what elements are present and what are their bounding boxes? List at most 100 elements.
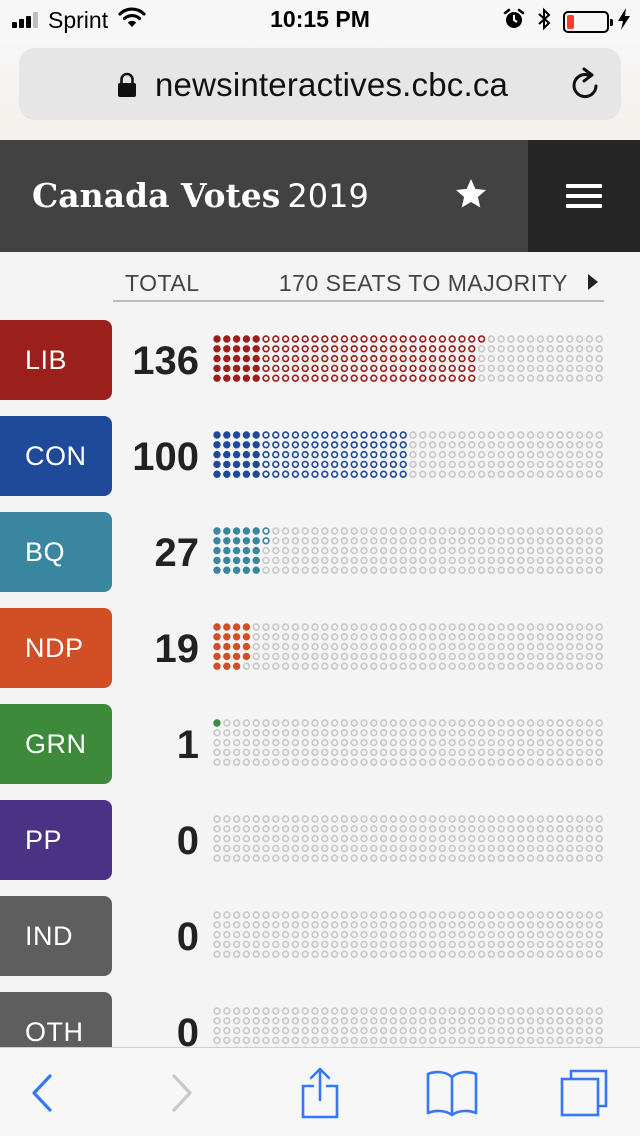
seat-dot-empty <box>438 633 447 641</box>
seat-dot-empty <box>507 1036 515 1045</box>
seat-dot-empty <box>330 566 339 574</box>
seat-dot-empty <box>223 1036 231 1045</box>
seat-dot-empty <box>575 527 584 535</box>
seat-dot-empty <box>272 546 280 555</box>
seat-dot-empty <box>321 662 329 670</box>
site-title[interactable]: Canada Votes 2019 <box>32 176 369 215</box>
seat-dot-empty <box>379 662 388 670</box>
seat-dot-empty <box>399 1036 407 1045</box>
seat-dot-empty <box>595 556 603 565</box>
seat-dot-empty <box>409 844 417 853</box>
seat-dot-won <box>321 335 329 343</box>
seat-dot-won <box>379 441 388 449</box>
seat-dot-empty <box>213 854 221 862</box>
seat-dot-empty <box>575 431 584 439</box>
seat-dot-empty <box>262 940 270 949</box>
seat-dot-empty <box>566 758 574 766</box>
seat-dot-empty <box>566 450 574 459</box>
seat-dot-empty <box>360 556 368 565</box>
seat-dot-empty <box>585 374 594 382</box>
seat-dot-empty <box>546 566 554 574</box>
party-tag[interactable]: CON <box>0 416 112 496</box>
seat-dot-empty <box>252 815 260 823</box>
seat-dot-empty <box>595 950 603 958</box>
seat-dot-empty <box>389 546 398 555</box>
party-tag[interactable]: NDP <box>0 608 112 688</box>
seat-dot-won <box>242 566 251 574</box>
seat-dot-empty <box>575 566 584 574</box>
seat-dot-empty <box>526 556 535 565</box>
share-icon[interactable] <box>288 1048 352 1136</box>
party-tag[interactable]: BQ <box>0 512 112 592</box>
seat-dot-empty <box>477 748 486 757</box>
seat-dot-won <box>321 431 329 439</box>
seat-dot-empty <box>419 431 427 439</box>
seat-dot-empty <box>428 556 437 565</box>
seat-dot-empty <box>330 719 339 727</box>
seat-dot-empty <box>330 1026 339 1035</box>
reload-icon[interactable] <box>569 66 603 107</box>
tabs-icon[interactable] <box>552 1048 616 1136</box>
seat-dot-empty <box>350 911 358 919</box>
seat-dot-empty <box>438 431 447 439</box>
party-tag[interactable]: IND <box>0 896 112 976</box>
hamburger-menu-icon[interactable] <box>528 140 640 252</box>
seat-dot-empty <box>213 1026 221 1035</box>
seat-dot-empty <box>438 758 447 766</box>
seat-dot-empty <box>262 1007 270 1015</box>
seat-dot-empty <box>428 1026 437 1035</box>
seat-dot-empty <box>428 662 437 670</box>
seat-dot-won <box>291 335 300 343</box>
seat-dot-won <box>252 345 260 353</box>
seat-dot-won <box>213 527 221 535</box>
seat-dot-empty <box>526 460 535 469</box>
seat-dot-empty <box>507 748 515 757</box>
seat-dot-empty <box>575 854 584 862</box>
back-icon[interactable] <box>10 1048 74 1136</box>
majority-link[interactable]: 170 SEATS TO MAJORITY <box>278 270 568 296</box>
seat-dot-empty <box>438 738 447 747</box>
seat-dot-empty <box>566 335 574 343</box>
seat-dot-empty <box>546 642 554 651</box>
seat-dot-empty <box>517 345 525 353</box>
seat-dot-empty <box>487 758 496 766</box>
address-bar[interactable]: newsinteractives.cbc.ca <box>19 48 621 120</box>
party-tag[interactable]: GRN <box>0 704 112 784</box>
seat-dot-won <box>399 450 407 459</box>
seat-dot-empty <box>409 729 417 737</box>
seat-dot-won <box>360 441 368 449</box>
forward-icon[interactable] <box>150 1048 214 1136</box>
seat-dot-empty <box>223 1017 231 1025</box>
seat-dot-empty <box>546 335 554 343</box>
seat-dot-empty <box>311 729 319 737</box>
seat-dot-empty <box>281 930 290 939</box>
bookmarks-icon[interactable] <box>420 1048 484 1136</box>
seat-dot-empty <box>595 825 603 833</box>
seat-dot-empty <box>281 738 290 747</box>
seat-dot-empty <box>330 758 339 766</box>
seat-dot-empty <box>252 633 260 641</box>
seat-dot-empty <box>370 642 378 651</box>
seat-dot-empty <box>301 537 309 545</box>
arrow-right-icon[interactable] <box>588 274 598 290</box>
seat-dot-empty <box>536 431 545 439</box>
seat-dot-won <box>370 460 378 469</box>
seat-dot-empty <box>330 854 339 862</box>
seat-dot-empty <box>556 450 564 459</box>
seat-dot-won <box>213 470 221 478</box>
seat-dot-empty <box>272 738 280 747</box>
seat-dot-empty <box>360 921 368 929</box>
seat-dot-empty <box>595 460 603 469</box>
party-tag[interactable]: PP <box>0 800 112 880</box>
seat-dot-empty <box>487 642 496 651</box>
seat-dot-won <box>223 335 231 343</box>
seat-dot-empty <box>468 921 476 929</box>
seat-dot-empty <box>507 623 515 631</box>
seat-dot-empty <box>497 460 505 469</box>
seat-dot-empty <box>497 834 505 843</box>
seat-dot-empty <box>419 537 427 545</box>
party-tag[interactable]: LIB <box>0 320 112 400</box>
seat-dot-empty <box>477 546 486 555</box>
star-icon[interactable] <box>453 176 489 217</box>
seat-dot-won <box>321 460 329 469</box>
